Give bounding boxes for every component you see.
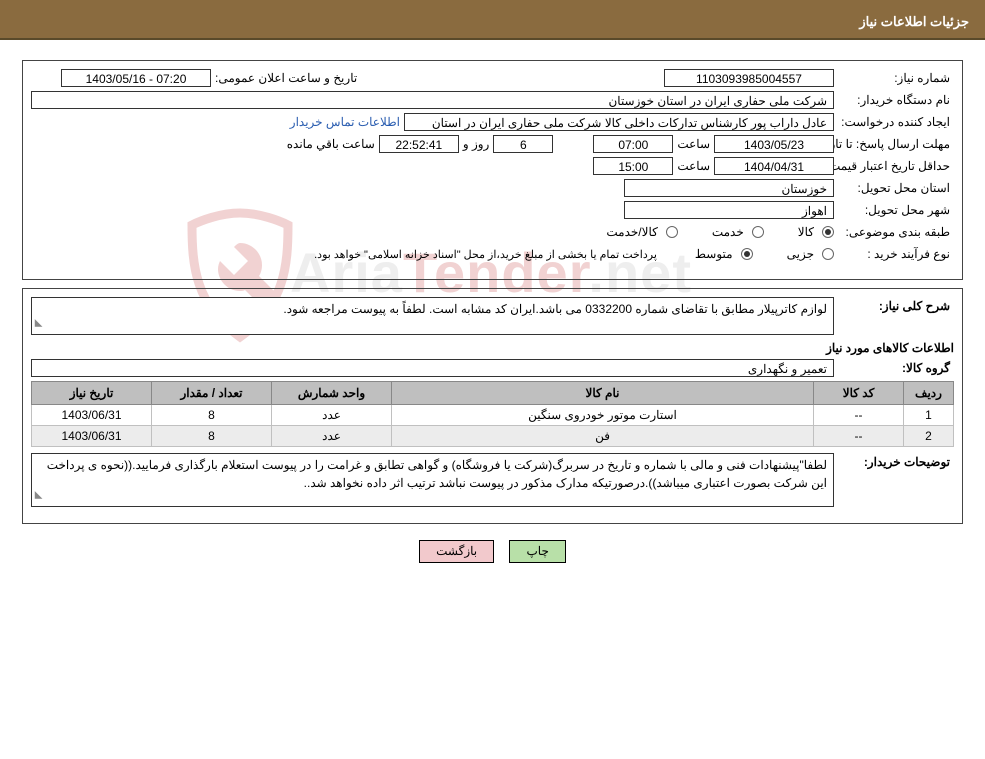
cell: --	[814, 426, 904, 447]
radio-service[interactable]: خدمت	[708, 223, 764, 241]
price-valid-date-field: 1404/04/31	[714, 157, 834, 175]
purchase-type-label: نوع فرآیند خرید :	[834, 245, 954, 263]
days-field: 6	[493, 135, 553, 153]
cell: 1403/06/31	[32, 405, 152, 426]
cell: عدد	[272, 426, 392, 447]
th-row: ردیف	[904, 382, 954, 405]
city-field: اهواز	[624, 201, 834, 219]
cell: 2	[904, 426, 954, 447]
city-label: شهر محل تحویل:	[834, 201, 954, 219]
top-form-box: شماره نیاز: 1103093985004557 تاریخ و ساع…	[22, 60, 963, 280]
cell: فن	[392, 426, 814, 447]
table-row: 2 -- فن عدد 8 1403/06/31	[32, 426, 954, 447]
th-unit: واحد شمارش	[272, 382, 392, 405]
radio-partial[interactable]: جزیی	[783, 245, 834, 263]
requester-label: ایجاد کننده درخواست:	[834, 113, 954, 131]
buyer-notes-label: توضیحات خریدار:	[834, 453, 954, 471]
table-row: 1 -- استارت موتور خودروی سنگین عدد 8 140…	[32, 405, 954, 426]
group-label: گروه کالا:	[834, 359, 954, 377]
announce-field: 1403/05/16 - 07:20	[61, 69, 211, 87]
radio-goods[interactable]: کالا	[794, 223, 834, 241]
th-qty: تعداد / مقدار	[152, 382, 272, 405]
overall-textarea[interactable]: لوازم کاترپیلار مطابق با تقاضای شماره 03…	[31, 297, 834, 335]
purchase-note: پرداخت تمام یا بخشی از مبلغ خرید،از محل …	[310, 246, 661, 263]
cell: 1	[904, 405, 954, 426]
deadline-time-field: 07:00	[593, 135, 673, 153]
resize-icon[interactable]: ◢	[29, 491, 47, 499]
need-no-field: 1103093985004557	[664, 69, 834, 87]
cell: عدد	[272, 405, 392, 426]
deadline-date-field: 1403/05/23	[714, 135, 834, 153]
price-valid-label: حداقل تاریخ اعتبار قیمت: تا تاریخ:	[834, 157, 954, 175]
buyer-notes-text: لطفا"پیشنهادات فنی و مالی با شماره و تار…	[47, 458, 827, 490]
cell: 8	[152, 426, 272, 447]
overall-text: لوازم کاترپیلار مطابق با تقاضای شماره 03…	[283, 302, 827, 316]
category-label: طبقه بندی موضوعی:	[834, 223, 954, 241]
button-row: چاپ بازگشت	[22, 532, 963, 575]
days-and-label: روز و	[459, 135, 494, 153]
province-field: خوزستان	[624, 179, 834, 197]
print-button[interactable]: چاپ	[509, 540, 565, 563]
th-date: تاریخ نیاز	[32, 382, 152, 405]
content-area: AriaTender.net شماره نیاز: 1103093985004…	[0, 40, 985, 585]
buyer-field: شرکت ملی حفاری ایران در استان خوزستان	[31, 91, 834, 109]
cell: 8	[152, 405, 272, 426]
radio-medium[interactable]: متوسط	[691, 245, 753, 263]
page-title: جزئیات اطلاعات نیاز	[853, 12, 975, 32]
desc-form-box: شرح کلی نیاز: لوازم کاترپیلار مطابق با ت…	[22, 288, 963, 524]
time-label-1: ساعت	[673, 135, 714, 153]
resize-icon[interactable]: ◢	[29, 319, 47, 327]
group-field: تعمیر و نگهداری	[31, 359, 834, 377]
price-valid-time-field: 15:00	[593, 157, 673, 175]
cell: --	[814, 405, 904, 426]
th-code: کد کالا	[814, 382, 904, 405]
remain-label: ساعت باقي مانده	[283, 135, 379, 153]
radio-goods-service[interactable]: کالا/خدمت	[602, 223, 677, 241]
buyer-label: نام دستگاه خریدار:	[834, 91, 954, 109]
header-bar: جزئیات اطلاعات نیاز	[0, 0, 985, 40]
buyer-notes-textarea[interactable]: لطفا"پیشنهادات فنی و مالی با شماره و تار…	[31, 453, 834, 507]
cell: 1403/06/31	[32, 426, 152, 447]
countdown-field: 22:52:41	[379, 135, 459, 153]
province-label: استان محل تحویل:	[834, 179, 954, 197]
contact-link[interactable]: اطلاعات تماس خریدار	[286, 113, 404, 131]
time-label-2: ساعت	[673, 157, 714, 175]
cell: استارت موتور خودروی سنگین	[392, 405, 814, 426]
th-name: نام کالا	[392, 382, 814, 405]
need-no-label: شماره نیاز:	[834, 69, 954, 87]
deadline-label: مهلت ارسال پاسخ: تا تاریخ:	[834, 135, 954, 153]
items-title: اطلاعات کالاهای مورد نیاز	[31, 341, 954, 355]
items-table: ردیف کد کالا نام کالا واحد شمارش تعداد /…	[31, 381, 954, 447]
requester-field: عادل داراب پور کارشناس تدارکات داخلی کال…	[404, 113, 834, 131]
overall-label: شرح کلی نیاز:	[834, 297, 954, 315]
announce-label: تاریخ و ساعت اعلان عمومی:	[211, 69, 361, 87]
back-button[interactable]: بازگشت	[419, 540, 494, 563]
